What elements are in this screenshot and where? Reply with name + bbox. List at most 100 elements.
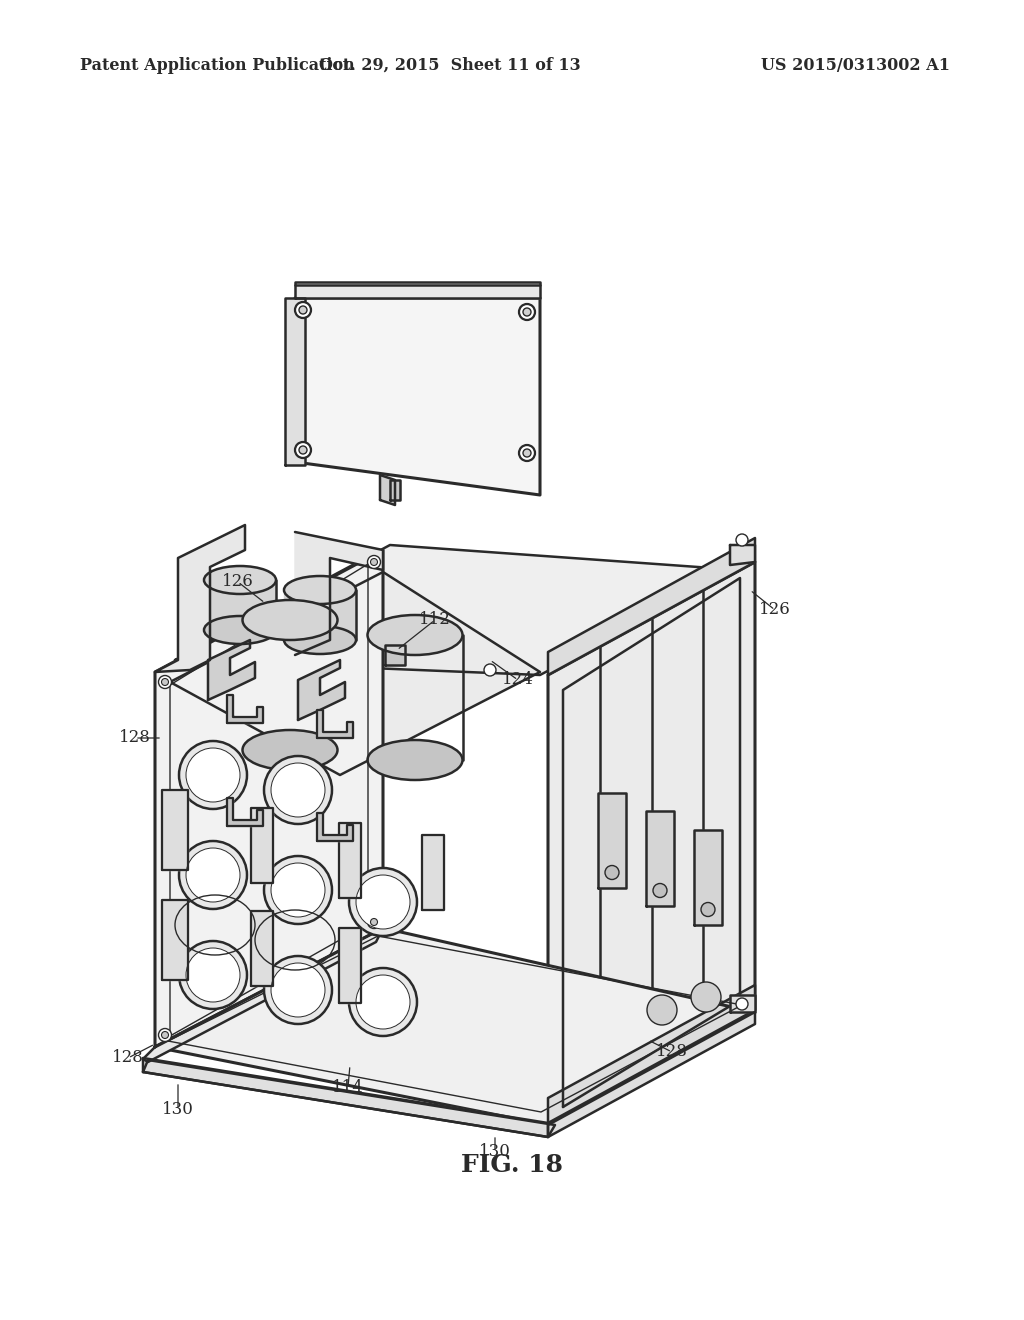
- Polygon shape: [162, 789, 188, 870]
- Ellipse shape: [484, 664, 496, 676]
- Ellipse shape: [356, 975, 410, 1030]
- Ellipse shape: [264, 756, 332, 824]
- Ellipse shape: [264, 956, 332, 1024]
- Ellipse shape: [243, 601, 338, 640]
- Ellipse shape: [349, 968, 417, 1036]
- Text: 126: 126: [759, 602, 791, 619]
- Ellipse shape: [299, 446, 307, 454]
- Polygon shape: [598, 792, 626, 887]
- Polygon shape: [317, 710, 353, 738]
- Ellipse shape: [186, 948, 240, 1002]
- Ellipse shape: [368, 741, 463, 780]
- Text: 130: 130: [162, 1101, 194, 1118]
- Text: 130: 130: [479, 1143, 511, 1160]
- Ellipse shape: [356, 875, 410, 929]
- Ellipse shape: [523, 308, 531, 315]
- Text: US 2015/0313002 A1: US 2015/0313002 A1: [761, 57, 950, 74]
- Text: Patent Application Publication: Patent Application Publication: [80, 57, 354, 74]
- Polygon shape: [175, 545, 740, 675]
- Polygon shape: [730, 995, 755, 1012]
- Ellipse shape: [605, 866, 618, 879]
- Polygon shape: [339, 928, 361, 1002]
- Ellipse shape: [179, 841, 247, 909]
- Polygon shape: [155, 550, 383, 1047]
- Polygon shape: [170, 572, 540, 775]
- Ellipse shape: [691, 982, 721, 1012]
- Polygon shape: [251, 808, 273, 883]
- Polygon shape: [390, 480, 400, 500]
- Ellipse shape: [204, 616, 276, 644]
- Ellipse shape: [368, 916, 381, 928]
- Ellipse shape: [271, 964, 325, 1016]
- Ellipse shape: [162, 1031, 169, 1039]
- Ellipse shape: [295, 442, 311, 458]
- Text: 112: 112: [419, 611, 451, 628]
- Polygon shape: [227, 799, 263, 826]
- Ellipse shape: [204, 566, 276, 594]
- Polygon shape: [385, 645, 406, 665]
- Ellipse shape: [299, 306, 307, 314]
- Polygon shape: [143, 928, 383, 1063]
- Text: Oct. 29, 2015  Sheet 11 of 13: Oct. 29, 2015 Sheet 11 of 13: [319, 57, 581, 74]
- Polygon shape: [295, 298, 540, 495]
- Polygon shape: [143, 1059, 548, 1137]
- Polygon shape: [298, 660, 345, 719]
- Text: 128: 128: [112, 1049, 144, 1067]
- Polygon shape: [284, 590, 356, 640]
- Ellipse shape: [371, 558, 378, 565]
- Ellipse shape: [701, 903, 715, 916]
- Text: 124: 124: [502, 672, 534, 689]
- Polygon shape: [548, 539, 755, 675]
- Ellipse shape: [368, 615, 463, 655]
- Polygon shape: [548, 1012, 755, 1137]
- Ellipse shape: [736, 535, 748, 546]
- Polygon shape: [251, 911, 273, 986]
- Polygon shape: [227, 696, 263, 723]
- Polygon shape: [646, 810, 674, 906]
- Text: 126: 126: [222, 573, 254, 590]
- Polygon shape: [295, 282, 540, 298]
- Text: 128: 128: [119, 730, 151, 747]
- Ellipse shape: [519, 445, 535, 461]
- Ellipse shape: [159, 1028, 171, 1041]
- Ellipse shape: [179, 941, 247, 1008]
- Ellipse shape: [523, 449, 531, 457]
- Polygon shape: [155, 928, 754, 1125]
- Ellipse shape: [295, 302, 311, 318]
- Polygon shape: [339, 822, 361, 898]
- Polygon shape: [694, 829, 722, 924]
- Polygon shape: [155, 525, 245, 672]
- Ellipse shape: [349, 869, 417, 936]
- Ellipse shape: [271, 763, 325, 817]
- Ellipse shape: [368, 556, 381, 569]
- Ellipse shape: [179, 741, 247, 809]
- Ellipse shape: [653, 883, 667, 898]
- Ellipse shape: [284, 576, 356, 605]
- Ellipse shape: [162, 678, 169, 685]
- Ellipse shape: [243, 730, 338, 770]
- Polygon shape: [208, 640, 255, 700]
- Polygon shape: [285, 298, 305, 465]
- Ellipse shape: [264, 855, 332, 924]
- Ellipse shape: [371, 919, 378, 925]
- Polygon shape: [162, 900, 188, 979]
- Text: 128: 128: [656, 1044, 688, 1060]
- Polygon shape: [730, 545, 755, 565]
- Polygon shape: [204, 579, 276, 630]
- Ellipse shape: [186, 847, 240, 902]
- Ellipse shape: [519, 304, 535, 319]
- Polygon shape: [548, 985, 755, 1123]
- Text: FIG. 18: FIG. 18: [461, 1152, 563, 1177]
- Ellipse shape: [159, 676, 171, 689]
- Polygon shape: [317, 813, 353, 841]
- Polygon shape: [295, 532, 383, 655]
- Polygon shape: [422, 834, 444, 909]
- Polygon shape: [380, 475, 395, 506]
- Polygon shape: [143, 1060, 555, 1137]
- Ellipse shape: [284, 626, 356, 653]
- Ellipse shape: [736, 998, 748, 1010]
- Text: 114: 114: [332, 1078, 364, 1096]
- Ellipse shape: [647, 995, 677, 1026]
- Polygon shape: [548, 562, 755, 1123]
- Ellipse shape: [186, 748, 240, 803]
